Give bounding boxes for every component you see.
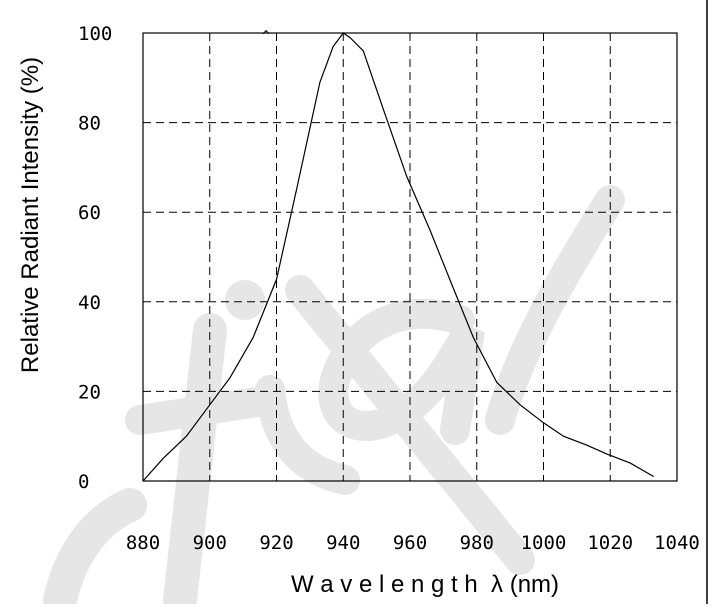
small-caret-mark: ^ xyxy=(262,29,270,44)
x-tick-label: 880 xyxy=(126,532,160,554)
x-axis-label: W a v e l e n g t h λ (nm) xyxy=(291,571,559,598)
watermark-stroke-r xyxy=(43,488,147,609)
watermark-stroke-l2 xyxy=(485,185,625,435)
watermark-stroke-t-bar xyxy=(125,385,285,435)
grid xyxy=(143,33,677,481)
y-tick-label: 80 xyxy=(78,113,101,135)
y-tick-labels: 0 20 40 60 80 100 xyxy=(78,23,112,493)
y-tick-label: 40 xyxy=(78,292,101,314)
x-tick-label: 1040 xyxy=(654,532,700,554)
x-tick-label: 940 xyxy=(326,532,360,554)
x-tick-label: 980 xyxy=(460,532,494,554)
y-axis-label: Relative Radiant Intensity (%) xyxy=(17,57,44,373)
y-tick-label: 0 xyxy=(78,471,89,493)
x-tick-labels: 880 900 920 940 960 980 1000 1020 1040 xyxy=(126,532,700,554)
x-tick-label: 1020 xyxy=(587,532,633,554)
x-tick-label: 960 xyxy=(393,532,427,554)
plot-frame xyxy=(142,32,678,482)
watermark-stroke-t xyxy=(163,313,227,609)
y-tick-label: 60 xyxy=(78,202,101,224)
watermark-dot xyxy=(225,280,265,320)
x-tick-label: 920 xyxy=(259,532,293,554)
watermark-stroke-i xyxy=(255,375,360,495)
x-tick-label: 900 xyxy=(193,532,227,554)
y-tick-label: 100 xyxy=(78,23,112,45)
x-tick-label: 1000 xyxy=(521,532,567,554)
series-line xyxy=(142,32,654,482)
y-tick-label: 20 xyxy=(78,381,101,403)
